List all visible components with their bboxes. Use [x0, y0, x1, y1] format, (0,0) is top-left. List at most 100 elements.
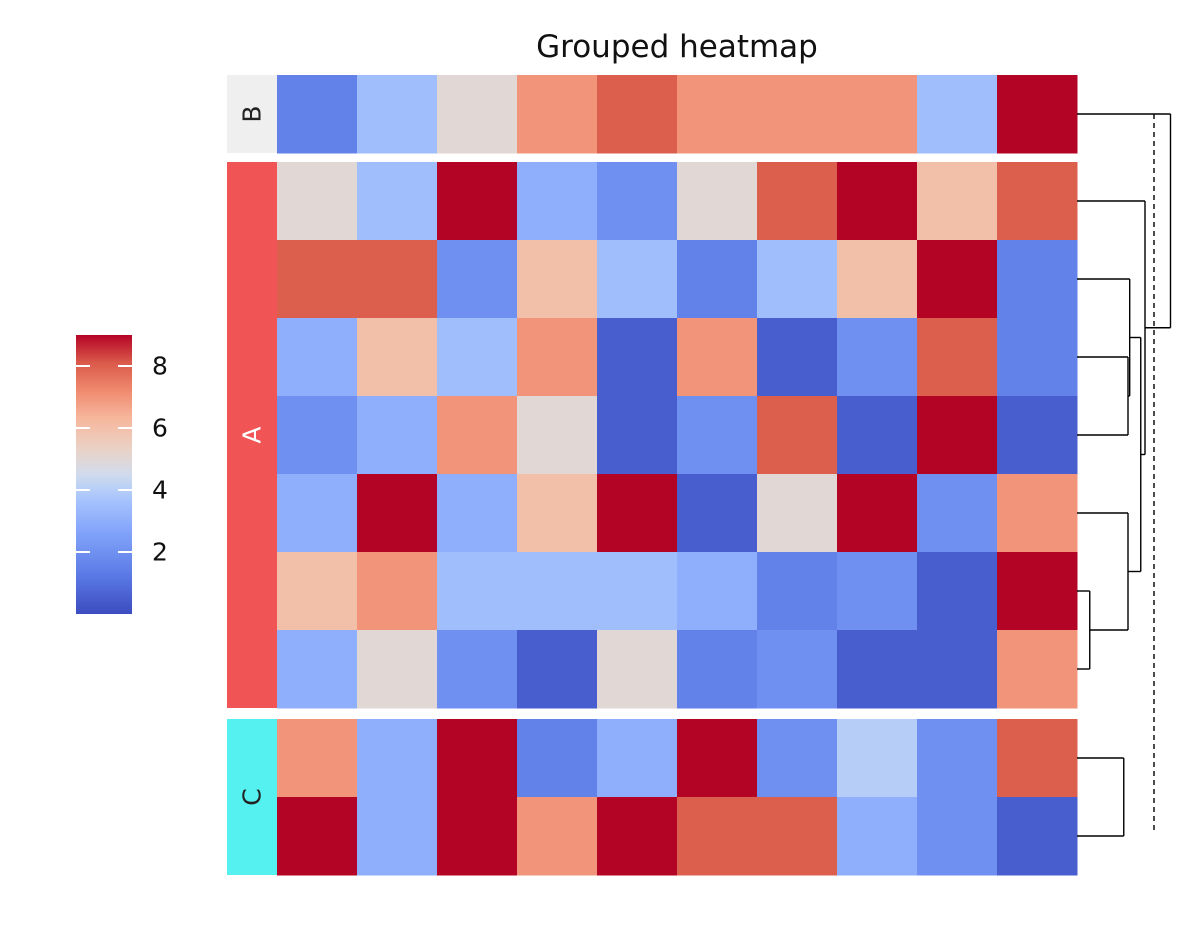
heatmap-cell: [837, 797, 918, 876]
heatmap-cell: [757, 75, 838, 154]
heatmap-cell: [517, 474, 598, 553]
heatmap-cell: [437, 75, 518, 154]
heatmap-cell: [357, 240, 438, 319]
heatmap-cell: [837, 474, 918, 553]
heatmap-cell: [437, 474, 518, 553]
colorbar-tick-label: 8: [152, 352, 168, 381]
heatmap-cell: [837, 719, 918, 798]
heatmap-cell: [917, 797, 998, 876]
heatmap-cell: [917, 719, 998, 798]
heatmap-cell: [677, 552, 758, 631]
heatmap-cell: [597, 75, 678, 154]
heatmap-cell: [677, 162, 758, 241]
heatmap-cell: [357, 797, 438, 876]
heatmap-cell: [597, 797, 678, 876]
colorbar-tick-label: 4: [152, 476, 168, 505]
heatmap-cell: [357, 318, 438, 397]
heatmap-cell: [837, 162, 918, 241]
heatmap-cell: [997, 75, 1078, 154]
heatmap-cell: [917, 552, 998, 631]
group-annotation-bars: B A C: [227, 75, 277, 875]
heatmap-cell: [277, 797, 358, 876]
heatmap-cell: [597, 240, 678, 319]
heatmap-cell: [757, 630, 838, 709]
heatmap-cell: [357, 474, 438, 553]
heatmap-cell: [997, 240, 1078, 319]
group-bar-A: [227, 162, 277, 708]
heatmap-cell: [597, 318, 678, 397]
heatmap-cell: [357, 719, 438, 798]
heatmap-cell: [517, 552, 598, 631]
heatmap-cell: [277, 240, 358, 319]
heatmap-cell: [357, 162, 438, 241]
heatmap-cell: [597, 162, 678, 241]
heatmap-cell: [597, 719, 678, 798]
heatmap-cell: [677, 240, 758, 319]
heatmap-cell: [997, 162, 1078, 241]
row-dendrogram: [1077, 113, 1172, 837]
group-bar-C: [227, 719, 277, 875]
heatmap-cell: [917, 396, 998, 475]
heatmap-cell: [357, 630, 438, 709]
heatmap-cell: [437, 318, 518, 397]
heatmap-cell: [677, 75, 758, 154]
heatmap-cell: [517, 162, 598, 241]
heatmap-cell: [277, 162, 358, 241]
heatmap-cell: [837, 630, 918, 709]
heatmap-cell: [917, 474, 998, 553]
heatmap-cell: [917, 162, 998, 241]
heatmap-cell: [437, 162, 518, 241]
colorbar-tick-label: 6: [152, 414, 168, 443]
heatmap-cell: [917, 75, 998, 154]
heatmap-cell: [997, 552, 1078, 631]
colorbar: 2 4 6 8: [76, 335, 168, 614]
heatmap-cell: [277, 474, 358, 553]
heatmap-cell: [517, 240, 598, 319]
heatmap-cell: [837, 552, 918, 631]
heatmap-cell: [437, 240, 518, 319]
heatmap-cell: [437, 797, 518, 876]
group-label-B: B: [238, 105, 267, 122]
heatmap-cell: [757, 552, 838, 631]
heatmap-cell: [277, 75, 358, 154]
colorbar-gradient: [76, 335, 132, 614]
heatmap-cell: [837, 240, 918, 319]
heatmap-cell: [277, 318, 358, 397]
heatmap-cell: [517, 630, 598, 709]
heatmap-cell: [997, 719, 1078, 798]
heatmap-cell: [757, 474, 838, 553]
heatmap-cell: [277, 719, 358, 798]
heatmap-cell: [357, 552, 438, 631]
heatmap-grid: [277, 75, 1078, 876]
heatmap-cell: [917, 318, 998, 397]
heatmap-cell: [517, 797, 598, 876]
heatmap-cell: [437, 396, 518, 475]
heatmap-cell: [437, 630, 518, 709]
colorbar-tick-label: 2: [152, 538, 168, 567]
heatmap-cell: [677, 630, 758, 709]
chart-title: Grouped heatmap: [536, 29, 818, 65]
heatmap-cell: [757, 719, 838, 798]
heatmap-cell: [917, 630, 998, 709]
heatmap-cell: [517, 318, 598, 397]
heatmap-cell: [997, 318, 1078, 397]
heatmap-cell: [997, 474, 1078, 553]
heatmap-cell: [517, 719, 598, 798]
heatmap-cell: [757, 162, 838, 241]
heatmap-cell: [437, 552, 518, 631]
heatmap-cell: [997, 396, 1078, 475]
heatmap-cell: [597, 396, 678, 475]
group-label-C: C: [238, 788, 267, 805]
heatmap-cell: [677, 474, 758, 553]
heatmap-cell: [757, 797, 838, 876]
heatmap-cell: [277, 630, 358, 709]
heatmap-cell: [997, 797, 1078, 876]
heatmap-cell: [357, 75, 438, 154]
heatmap-cell: [677, 719, 758, 798]
heatmap-cell: [277, 396, 358, 475]
heatmap-cell: [677, 318, 758, 397]
heatmap-cell: [997, 630, 1078, 709]
heatmap-cell: [837, 318, 918, 397]
heatmap-cell: [597, 630, 678, 709]
